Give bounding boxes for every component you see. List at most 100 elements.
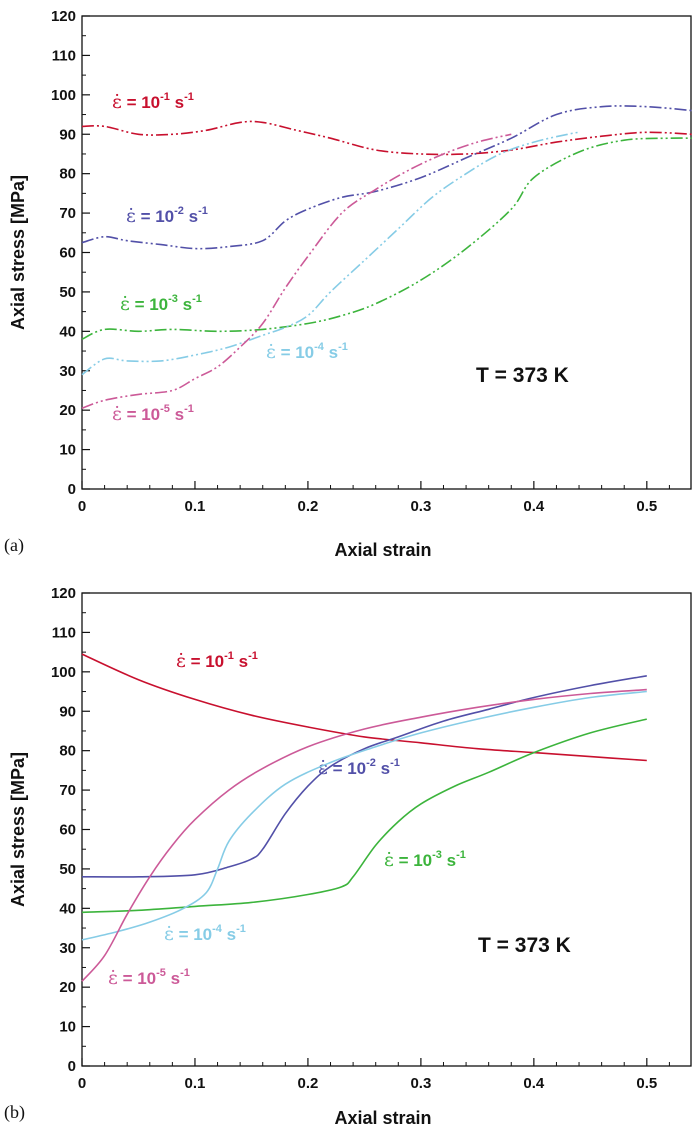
series-line-5 [81,133,512,409]
series-line-4 [81,690,647,941]
rate-exponent: -2 [366,757,376,769]
y-tick-label: 20 [59,979,76,996]
y-tick-label: 30 [59,940,76,957]
rate-exponent: -1 [224,650,234,662]
temperature-annotation: T = 373 K [476,364,569,387]
y-tick-label: 30 [59,363,76,380]
panel-label: (a) [4,535,24,556]
x-tick-label: 0.3 [410,498,431,515]
x-tick-label: 0.3 [410,1075,431,1092]
rate-unit: s [170,405,184,424]
strain-rate-symbol: ε̇ [120,293,130,315]
rate-unit: s [376,759,390,778]
equals-sign: = 10 [136,207,174,226]
y-axis-label: Axial stress [MPa] [8,752,28,907]
chart-panel-a: 0 10 20 30 40 50 60 70 80 90 100 110 120 0 0.1 0.2 0.3 0.… [4,8,692,560]
y-tick-label: 100 [51,87,76,104]
equals-sign: = 10 [174,925,212,944]
rate-unit: s [166,969,180,988]
unit-exponent: -1 [180,967,190,979]
rate-unit: s [222,925,236,944]
unit-exponent: -1 [184,403,194,415]
plot-frame [81,592,692,1067]
series-line-3 [81,137,692,340]
strain-rate-symbol: ε̇ [112,403,122,425]
unit-exponent: -1 [198,205,208,217]
y-tick-label: 60 [59,822,76,839]
series-line-5 [81,688,647,982]
series-label-1: ε̇ = 10-1 s-1 [176,650,258,672]
x-axis-label: Axial strain [334,540,431,560]
y-tick-label: 40 [59,900,76,917]
x-axis-label: Axial strain [334,1108,431,1128]
strain-rate-symbol: ε̇ [126,205,136,227]
y-tick-label: 120 [51,8,76,25]
y-axis-label: Axial stress [MPa] [8,175,28,330]
equals-sign: = 10 [118,969,156,988]
strain-rate-symbol: ε̇ [112,91,122,113]
rate-exponent: -4 [212,923,223,935]
series-label-5: ε̇ = 10-5 s-1 [108,967,190,989]
equals-sign: = 10 [394,851,432,870]
y-tick-label: 110 [52,624,76,641]
series-label-2: ε̇ = 10-2 s-1 [318,757,400,779]
series-line-2 [81,105,692,250]
strain-rate-symbol: ε̇ [108,967,118,989]
y-tick-label: 40 [59,323,76,340]
unit-exponent: -1 [184,91,194,103]
series-line-1 [81,653,647,762]
series-label-1: ε̇ = 10-1 s-1 [112,91,194,113]
rate-unit: s [442,851,456,870]
equals-sign: = 10 [186,652,224,671]
y-tick-label: 50 [59,861,76,878]
rate-exponent: -1 [160,91,170,103]
y-tick-label: 10 [59,1019,76,1036]
y-tick-label: 70 [59,205,76,222]
rate-unit: s [234,652,248,671]
strain-rate-symbol: ε̇ [384,849,394,871]
rate-exponent: -3 [168,293,178,305]
rate-exponent: -5 [156,967,166,979]
x-tick-label: 0.2 [297,498,318,515]
y-tick-label: 90 [59,126,76,143]
y-tick-label: 90 [59,703,76,720]
y-tick-label: 60 [59,245,76,262]
unit-exponent: -1 [192,293,202,305]
x-tick-label: 0.5 [636,498,657,515]
series-label-5: ε̇ = 10-5 s-1 [112,403,194,425]
x-tick-label: 0.4 [523,1075,545,1092]
strain-rate-symbol: ε̇ [318,757,328,779]
rate-exponent: -2 [174,205,184,217]
series-line-2 [81,675,647,878]
y-tick-label: 100 [51,664,76,681]
rate-exponent: -3 [432,849,442,861]
series-line-4 [81,131,580,376]
chart-panel-b: 0 10 20 30 40 50 60 70 80 90 100 110 120 0 0.1 0.2 0.3 0.… [4,585,692,1128]
equals-sign: = 10 [122,93,160,112]
series-label-2: ε̇ = 10-2 s-1 [126,205,208,227]
y-tick-label: 80 [59,166,76,183]
y-tick-label: 0 [68,481,76,498]
rate-unit: s [170,93,184,112]
equals-sign: = 10 [328,759,366,778]
y-tick-label: 10 [59,442,76,459]
x-tick-label: 0.5 [636,1075,657,1092]
y-tick-label: 110 [52,47,76,64]
y-tick-label: 50 [59,284,76,301]
rate-unit: s [324,343,338,362]
equals-sign: = 10 [122,405,160,424]
x-tick-label: 0.1 [185,498,206,515]
temperature-annotation: T = 373 K [478,934,571,957]
series-line-1 [81,120,692,156]
strain-rate-symbol: ε̇ [266,341,276,363]
y-tick-label: 80 [59,743,76,760]
x-tick-label: 0.4 [523,498,545,515]
series-label-3: ε̇ = 10-3 s-1 [120,293,202,315]
unit-exponent: -1 [248,650,258,662]
rate-unit: s [184,207,198,226]
rate-exponent: -5 [160,403,170,415]
unit-exponent: -1 [236,923,246,935]
y-tick-label: 120 [51,585,76,602]
equals-sign: = 10 [130,295,168,314]
